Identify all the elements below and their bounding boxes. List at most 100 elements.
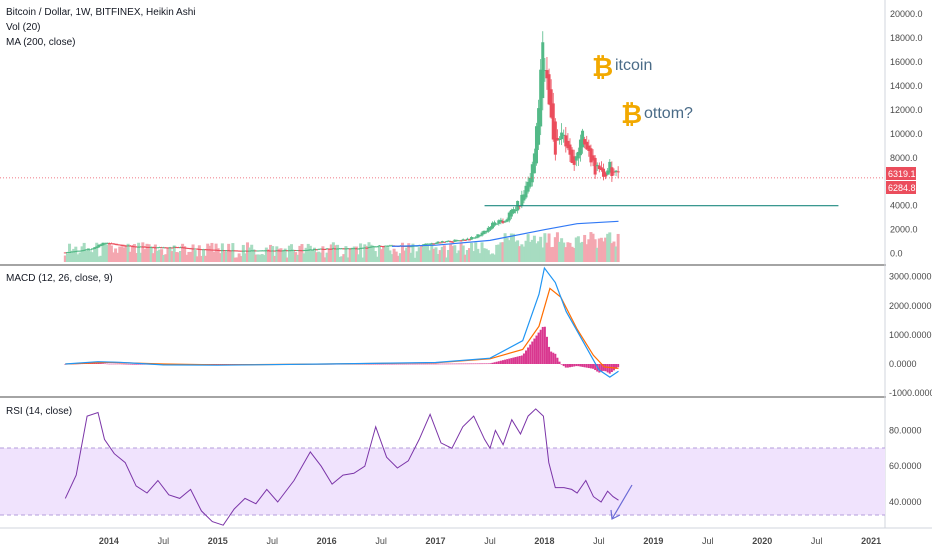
volume-bar [612,241,616,262]
volume-bar [285,257,289,262]
macd-histogram-bar [522,353,525,364]
candle-body [82,249,86,251]
candle-body [76,250,80,252]
price-axis[interactable]: 20000.0 18000.0 16000.0 14000.0 12000.0 10000… [890,9,923,259]
macd-histogram-bar [430,363,433,365]
macd-histogram-bar [585,364,588,368]
candle-body [130,245,134,247]
macd-histogram-bar [378,363,381,365]
macd-histogram-bar [139,364,142,365]
volume-bar [497,244,501,262]
volume-bar [189,251,193,262]
ma-legend[interactable]: MA (200, close) [6,37,75,48]
vol-legend[interactable]: Vol (20) [6,22,40,33]
volume-bar [352,246,356,262]
macd-axis[interactable]: 3000.0000 2000.0000 1000.0000 0.0000 -1000.0… [889,272,932,398]
candle-body [447,240,451,242]
macd-histogram-bar [93,363,96,364]
volume-bar [82,242,86,262]
volume-bar [384,246,388,262]
volume-bar [597,238,601,262]
volume-bar [601,241,605,262]
volume-bar [367,242,371,262]
candle-body [359,248,363,250]
candle-body [361,247,365,249]
macd-histogram-bar [501,360,504,364]
candle-body [258,250,262,252]
candle-body [612,171,616,173]
macd-histogram-bar [514,357,517,364]
candle-body [107,243,111,245]
candle-body [86,249,90,251]
macd-histogram-bar [518,356,521,364]
candle-body [384,245,388,247]
volume-bar [258,254,262,262]
candle-body [78,250,82,252]
macd-histogram-bar [545,336,548,364]
volume-bar [375,256,379,262]
candle-body [581,130,585,148]
macd-histogram-bar [571,364,574,367]
candle-body [275,250,279,252]
volume-bar [216,248,220,262]
macd-histogram-bar [617,364,620,368]
volume-bar [419,246,423,262]
macd-histogram-bar [106,363,109,365]
volume-bar [461,245,465,262]
volume-bar [283,248,287,262]
candle-body [365,247,369,249]
time-tick-label: Jul [266,536,278,546]
macd-histogram-bar [612,364,615,371]
macd-histogram-bar [384,363,387,365]
candle-body [317,248,321,250]
macd-histogram-bar [441,363,444,365]
symbol-title[interactable]: Bitcoin / Dollar, 1W, BITFINEX, Heikin A… [6,7,196,18]
candle-body [461,239,465,241]
candle-body [604,172,608,177]
candle-body [474,237,478,239]
volume-bar [91,252,95,262]
candle-body [304,249,308,251]
rsi-axis[interactable]: 80.0000 60.0000 40.0000 [889,425,922,507]
candle-body [455,239,459,241]
volume-bar [103,243,107,262]
candle-body [566,140,570,149]
volume-bar [204,255,208,262]
candle-body [210,249,214,251]
volume-bar [436,253,440,262]
volume-bar [197,245,201,262]
candle-body [570,149,574,163]
macd-histogram-bar [581,364,584,367]
candle-body [260,250,264,252]
volume-bar [493,254,497,262]
candle-body [239,250,243,252]
candle-body [158,247,162,249]
candle-body [493,222,497,226]
macd-legend[interactable]: MACD (12, 26, close, 9) [6,273,113,284]
candle-body [457,240,461,242]
volume-bar [467,248,471,262]
candle-body [111,243,115,245]
macd-histogram-bar [568,364,571,368]
volume-bar [76,254,80,262]
candle-body [285,250,289,252]
macd-histogram-bar [455,363,458,365]
time-tick-label: 2020 [752,536,772,546]
rsi-legend[interactable]: RSI (14, close) [6,406,72,417]
volume-bar [126,243,130,262]
candle-body [608,161,612,173]
macd-histogram-bar [489,363,492,364]
macd-histogram-bar [420,363,423,365]
candle-body [369,246,373,248]
time-axis[interactable]: 2014 Jul 2015 Jul 2016 Jul 2017 Jul 2018 Jul 2019 J… [99,536,881,546]
macd-histogram-bar [439,363,442,365]
candle-body [126,245,130,247]
macd-histogram-bar [558,361,561,364]
macd-histogram-bar [548,346,551,364]
volume-bar [574,237,578,262]
volume-bar [166,247,170,262]
macd-histogram-bar [365,363,368,365]
candle-body [122,245,126,247]
volume-bar [377,246,381,262]
